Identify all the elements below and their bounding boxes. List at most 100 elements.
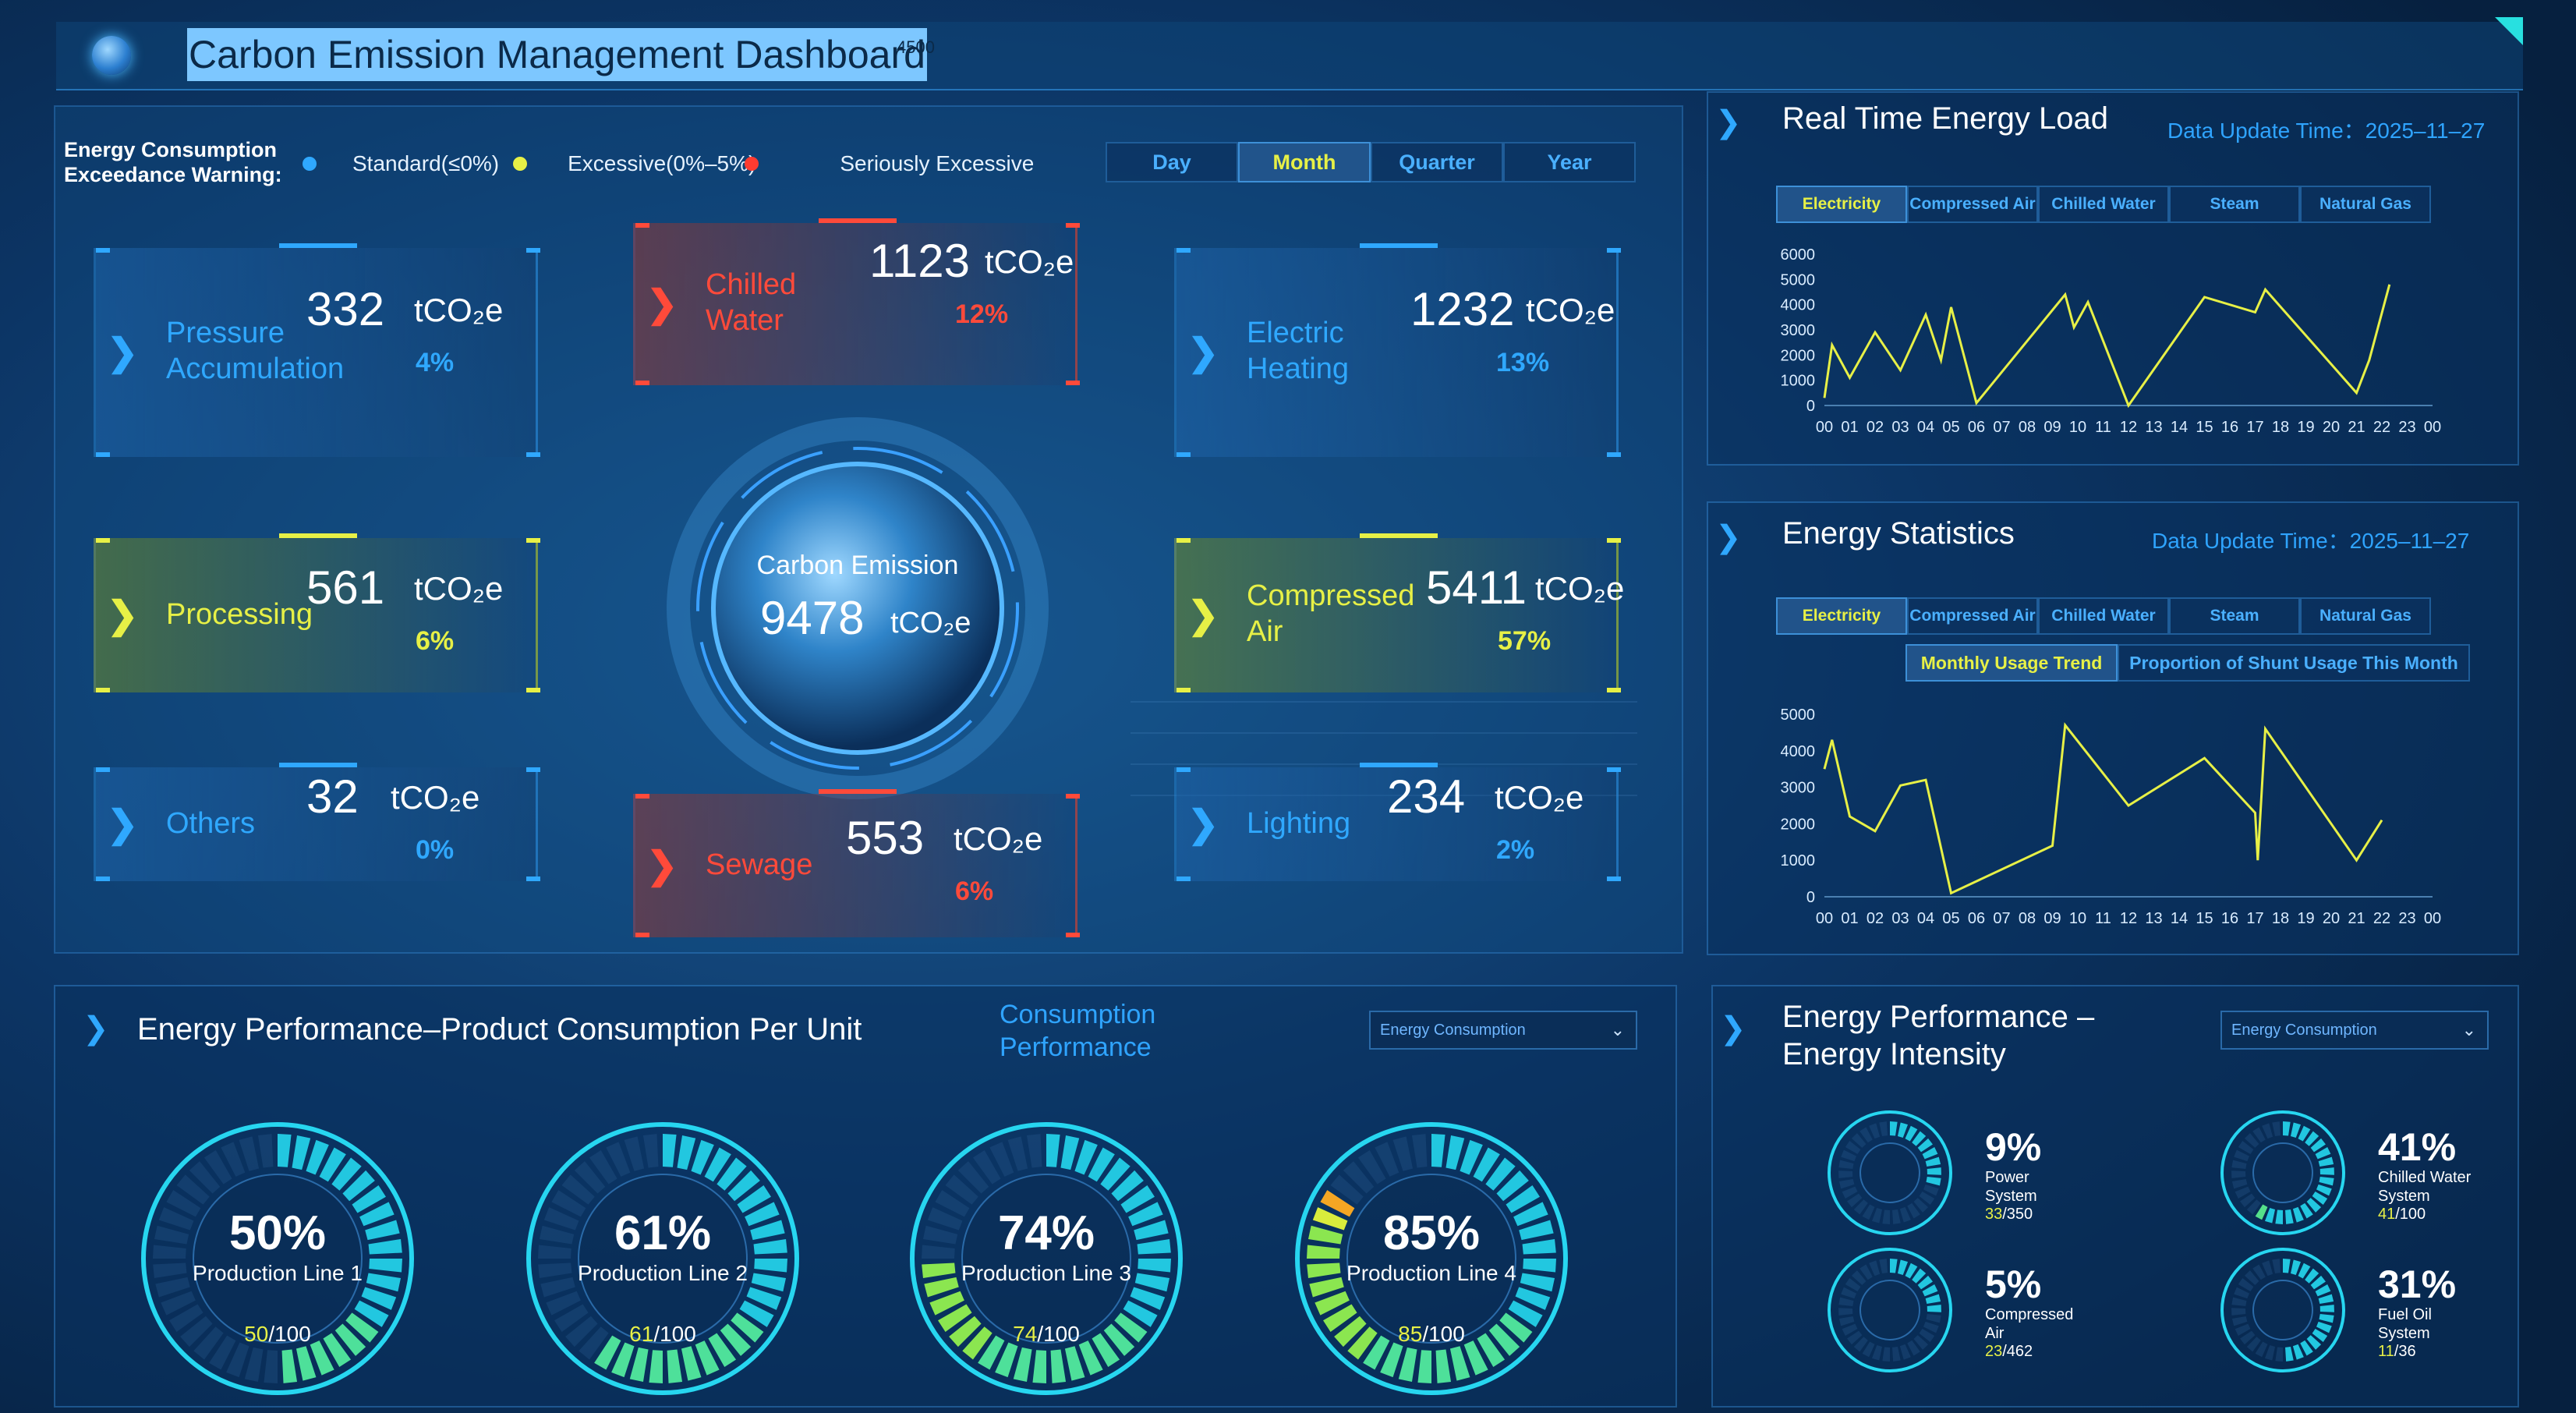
card-value: 553 bbox=[846, 812, 925, 864]
card-arrow-icon: ❯ bbox=[107, 332, 139, 374]
x-tick-label: 13 bbox=[2145, 419, 2162, 436]
gauge-segment bbox=[751, 1273, 787, 1292]
gauge-segment bbox=[2315, 1147, 2331, 1160]
card-corner bbox=[96, 767, 110, 772]
card-corner bbox=[1177, 538, 1191, 543]
card-name-line2: Heating bbox=[1247, 352, 1349, 385]
gauge-segment bbox=[574, 1161, 606, 1194]
emission-card[interactable]: ❯ Others 32 tCO₂e 0% bbox=[94, 763, 540, 881]
emission-card[interactable]: ❯ Sewage 553 tCO₂e 6% bbox=[633, 789, 1080, 937]
gauge-segment bbox=[924, 1277, 959, 1298]
gauge-segment bbox=[2290, 1259, 2302, 1276]
card-corner bbox=[526, 767, 540, 772]
statistics-tab-natural-gas[interactable]: Natural Gas bbox=[2300, 597, 2431, 635]
gauge-segment bbox=[551, 1190, 586, 1217]
statistics-tab-steam[interactable]: Steam bbox=[2169, 597, 2300, 635]
x-tick-label: 01 bbox=[1841, 910, 1858, 927]
intensity-label-1: Chilled Water bbox=[2378, 1169, 2472, 1186]
card-corner bbox=[1607, 876, 1621, 881]
tab-month[interactable]: Month bbox=[1238, 142, 1371, 182]
gauge-segment bbox=[957, 1161, 989, 1194]
subtab-proportion[interactable]: Proportion of Shunt Usage This Month bbox=[2118, 644, 2470, 682]
emission-card[interactable]: ❯ Chilled Water 1123 tCO₂e 12% bbox=[633, 218, 1080, 385]
gauge-segment bbox=[2275, 1347, 2283, 1362]
card-value: 561 bbox=[306, 561, 385, 614]
statistics-tab-compressed-air[interactable]: Compressed Air bbox=[1907, 597, 2038, 635]
gauge-segment bbox=[1007, 1136, 1028, 1171]
gauge-segment bbox=[1334, 1316, 1367, 1347]
subtab-monthly-trend[interactable]: Monthly Usage Trend bbox=[1905, 644, 2118, 682]
gauge-segment bbox=[161, 1291, 196, 1316]
card-percent: 0% bbox=[416, 835, 455, 865]
gauge-segment bbox=[345, 1312, 379, 1343]
gauge-segment bbox=[731, 1312, 764, 1343]
gauge-segment bbox=[221, 1142, 246, 1177]
emission-card[interactable]: ❯ Compressed Air 5411 tCO₂e 57% bbox=[1174, 533, 1624, 692]
gauge-segment bbox=[1890, 1121, 1898, 1136]
gauge-segment bbox=[2292, 1344, 2304, 1360]
gauge-segment bbox=[1137, 1238, 1171, 1255]
gauge-segment bbox=[2231, 1308, 2246, 1316]
gauge-segment bbox=[1913, 1198, 1929, 1213]
gauge-segment bbox=[153, 1262, 187, 1279]
realtime-tab-steam[interactable]: Steam bbox=[2169, 186, 2300, 223]
gauge-segment bbox=[1892, 1209, 1901, 1224]
card-corner bbox=[1066, 933, 1080, 937]
product-select[interactable]: Energy Consumption ⌄ bbox=[1369, 1011, 1637, 1050]
intensity-gauge-text: 5% Compressed Air 23/462 bbox=[1985, 1263, 2118, 1361]
y-tick-label: 1000 bbox=[1781, 373, 1816, 390]
globe-icon bbox=[92, 36, 131, 75]
x-tick-label: 02 bbox=[1867, 910, 1884, 927]
gauge-segment bbox=[1522, 1238, 1556, 1255]
card-name-line1: Processing bbox=[166, 598, 313, 631]
y-tick-label: 1000 bbox=[1781, 852, 1816, 869]
gauge-segment bbox=[1847, 1330, 1863, 1345]
gauge-segment bbox=[2231, 1160, 2247, 1169]
gauge-segment bbox=[2235, 1186, 2251, 1199]
emission-card[interactable]: ❯ Lighting 234 tCO₂e 2% bbox=[1174, 763, 1621, 881]
card-name-line1: Lighting bbox=[1247, 807, 1351, 840]
gauge-segment bbox=[1905, 1125, 1918, 1142]
x-tick-label: 18 bbox=[2272, 910, 2289, 927]
intensity-current: 23 bbox=[1985, 1343, 2003, 1360]
statistics-tab-electricity[interactable]: Electricity bbox=[1776, 597, 1907, 635]
card-name-line1: Compressed bbox=[1247, 579, 1415, 612]
gauge-segment bbox=[2234, 1149, 2250, 1162]
tab-day[interactable]: Day bbox=[1106, 142, 1238, 182]
x-tick-label: 04 bbox=[1917, 910, 1934, 927]
x-tick-label: 20 bbox=[2323, 910, 2340, 927]
emission-card[interactable]: ❯ Processing 561 tCO₂e 6% bbox=[94, 533, 540, 692]
emission-card[interactable]: ❯ Pressure Accumulation 332 tCO₂e 4% bbox=[94, 243, 540, 457]
gauge-segment bbox=[334, 1323, 366, 1356]
tab-quarter[interactable]: Quarter bbox=[1371, 142, 1503, 182]
gauge-segment bbox=[1315, 1291, 1350, 1316]
statistics-tab-chilled-water[interactable]: Chilled Water bbox=[2038, 597, 2169, 635]
gauge-segment bbox=[1312, 1207, 1348, 1231]
realtime-tab-natural-gas[interactable]: Natural Gas bbox=[2300, 186, 2431, 223]
gauge-segment bbox=[663, 1134, 677, 1167]
gauge-segment bbox=[292, 1135, 311, 1170]
gauge-segment bbox=[1927, 1167, 1941, 1175]
card-arrow-icon: ❯ bbox=[646, 845, 678, 887]
emission-card[interactable]: ❯ Electric Heating 1232 tCO₂e 13% bbox=[1174, 243, 1621, 457]
card-arrow-icon: ❯ bbox=[1187, 804, 1219, 845]
intensity-select[interactable]: Energy Consumption ⌄ bbox=[2220, 1011, 2489, 1050]
gauge-segment bbox=[2283, 1259, 2291, 1273]
side-label-2: Performance bbox=[1000, 1032, 1152, 1062]
gauge-segment bbox=[366, 1273, 402, 1292]
gauge-segment bbox=[691, 1139, 714, 1175]
gauge-segment bbox=[2246, 1199, 2261, 1215]
gauge-inner-circle bbox=[1859, 1142, 1920, 1203]
gauge-segment bbox=[1851, 1133, 1867, 1148]
gauge-segment bbox=[1134, 1220, 1169, 1241]
gauge-segment bbox=[2310, 1138, 2326, 1153]
realtime-tab-chilled-water[interactable]: Chilled Water bbox=[2038, 186, 2169, 223]
gauge-segment bbox=[1841, 1287, 1857, 1299]
realtime-tab-compressed-air[interactable]: Compressed Air bbox=[1907, 186, 2038, 223]
card-value: 332 bbox=[306, 283, 385, 335]
gauge-segment bbox=[611, 1342, 635, 1378]
gauge-segment bbox=[750, 1220, 785, 1241]
tab-year[interactable]: Year bbox=[1503, 142, 1636, 182]
realtime-tab-electricity[interactable]: Electricity bbox=[1776, 186, 1907, 223]
gauge-inner-circle bbox=[1346, 1174, 1516, 1344]
